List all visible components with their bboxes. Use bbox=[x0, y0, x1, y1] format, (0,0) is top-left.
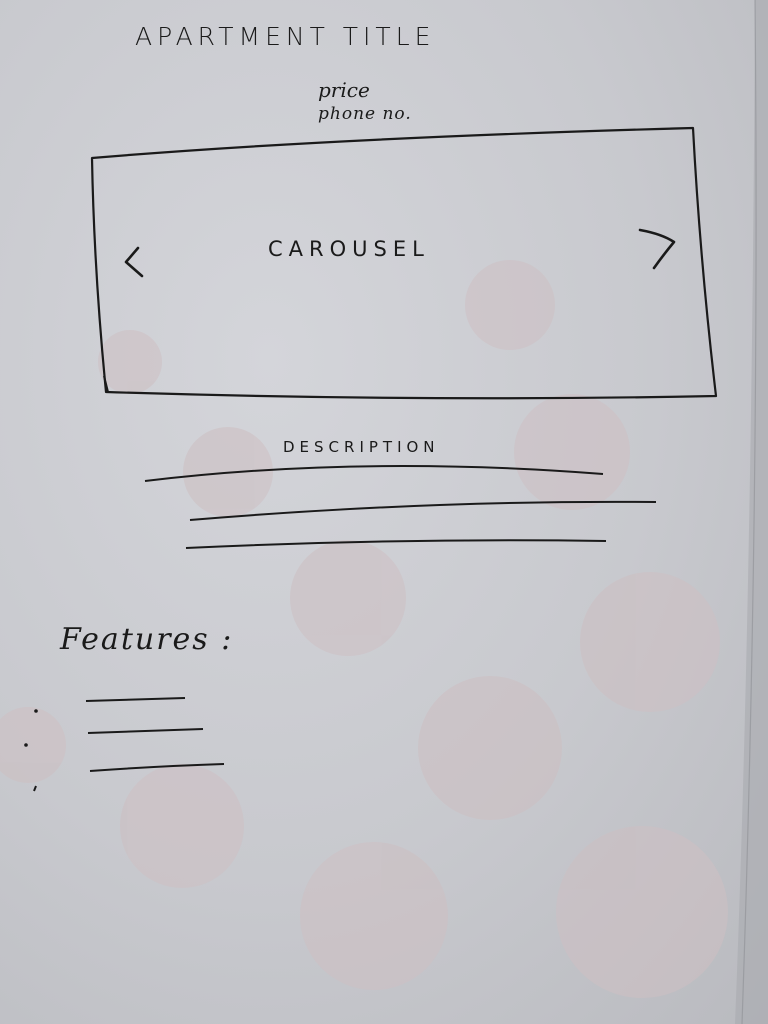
apartment-title: APARTMENT TITLE bbox=[135, 22, 436, 51]
price-label: price bbox=[318, 78, 370, 102]
chevron-right-icon bbox=[638, 228, 676, 270]
bullet-dot bbox=[24, 743, 28, 747]
feature-item bbox=[24, 728, 204, 747]
bullet-dot bbox=[33, 785, 37, 792]
feature-item bbox=[34, 697, 186, 713]
chevron-left-icon bbox=[124, 246, 144, 278]
features-heading: Features : bbox=[60, 622, 234, 657]
carousel-next-button[interactable] bbox=[628, 218, 688, 278]
carousel-label: CAROUSEL bbox=[268, 237, 430, 261]
phone-number-label: phone no. bbox=[318, 104, 412, 124]
description-label: DESCRIPTION bbox=[283, 438, 440, 456]
carousel-prev-button[interactable] bbox=[108, 230, 168, 290]
feature-line bbox=[87, 728, 204, 734]
feature-item bbox=[33, 763, 225, 792]
feature-line bbox=[85, 697, 186, 702]
feature-line bbox=[89, 763, 225, 772]
bullet-dot bbox=[34, 709, 38, 713]
